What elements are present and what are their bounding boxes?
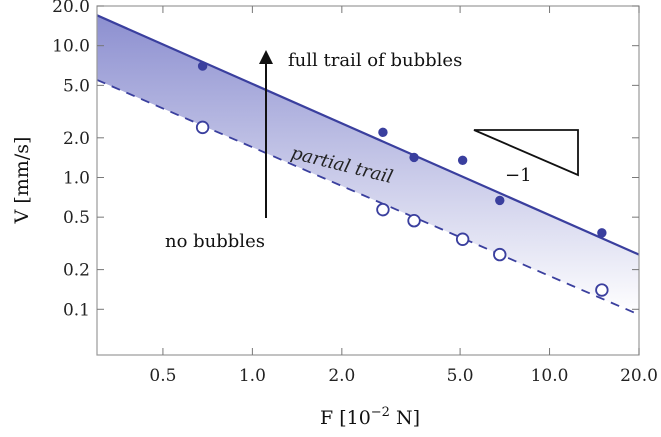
- x-tick-label: 10.0: [531, 366, 569, 386]
- no-bubbles-annotation: no bubbles: [165, 231, 265, 252]
- axis-ticks: 0.5 1.0 2.0 5.0 10.0 20.0 0.1 0.2 0.5 1.0 2.0 5.0 10…: [52, 0, 658, 386]
- boundary-lines: [97, 14, 639, 316]
- plot-frame: [96, 5, 640, 356]
- slope-triangle: [473, 129, 579, 177]
- y-tick-label: 0.1: [63, 300, 90, 320]
- partial-trail-band-fill: [97, 15, 639, 315]
- open-data-point: [195, 120, 210, 135]
- x-tick-label: 0.5: [149, 366, 176, 386]
- slope-label: −1: [505, 165, 532, 186]
- x-tick-label: 2.0: [328, 366, 355, 386]
- y-tick-label: 0.5: [63, 208, 90, 228]
- filled-data-point: [409, 152, 419, 163]
- filled-data-point: [457, 155, 468, 166]
- filled-data-point: [378, 127, 388, 138]
- filled-data-point: [597, 228, 607, 238]
- y-tick-label: 2.0: [63, 129, 90, 149]
- x-tick-label: 5.0: [447, 366, 474, 386]
- open-data-point: [493, 247, 507, 262]
- data-points: [195, 61, 609, 297]
- partial-trail-band: [97, 15, 639, 315]
- y-tick-label: 10.0: [52, 37, 90, 57]
- full-trail-annotation: full trail of bubbles: [288, 50, 462, 71]
- open-data-point: [376, 202, 390, 217]
- x-tick-label: 20.0: [620, 366, 658, 386]
- y-tick-label: 1.0: [63, 168, 90, 188]
- open-data-point: [407, 214, 421, 228]
- dashed-boundary-line: [97, 79, 639, 316]
- x-tick-label: 1.0: [239, 366, 266, 386]
- y-axis-label: V [mm/s]: [11, 137, 33, 225]
- open-data-point: [595, 283, 609, 297]
- x-axis-label: F [10−2 N]: [320, 405, 420, 429]
- filled-data-point: [495, 195, 505, 206]
- y-tick-label: 0.2: [63, 261, 90, 281]
- filled-data-point: [197, 61, 208, 71]
- solid-boundary-line: [97, 14, 639, 256]
- y-tick-label: 5.0: [63, 76, 90, 96]
- open-data-point: [455, 232, 470, 246]
- y-tick-label: 20.0: [52, 0, 90, 17]
